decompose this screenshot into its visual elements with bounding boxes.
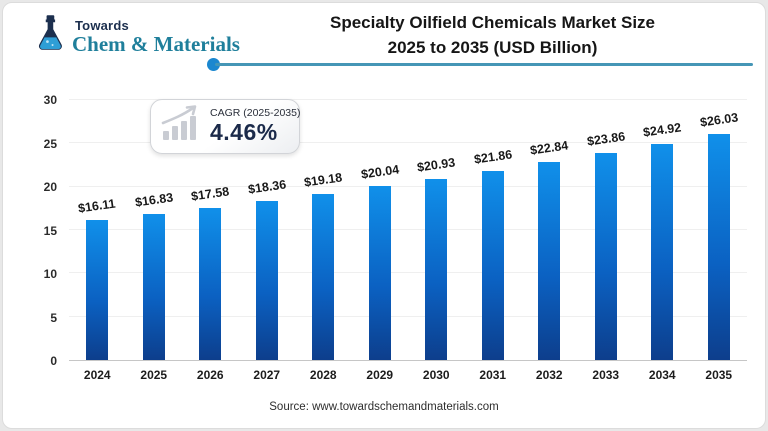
bar [368,186,391,360]
bar-column: $20.04 [352,100,409,360]
bar [651,144,674,360]
bar-column: $16.11 [69,100,126,360]
x-tick-label: 2034 [648,368,676,382]
plot-area: $16.11 $16.83 $17.58 $18.36 $19.18 $20.04 $20.… [69,99,748,361]
x-tick-label: 2027 [253,368,281,382]
bar [707,134,730,360]
x-tick-label: 2030 [422,368,450,382]
bar-value-label: $24.92 [642,120,683,140]
bar-column: $16.83 [126,100,183,360]
bar [594,153,617,360]
title-line-1: Specialty Oilfield Chemicals Market Size [329,13,656,32]
bar [481,170,504,360]
x-tick-label: 2033 [592,368,620,382]
y-tick-label: 15 [43,223,57,238]
bar-column: $20.93 [408,100,465,360]
bar-column: $21.86 [465,100,522,360]
gridline [69,185,747,187]
x-tick-label: 2029 [366,368,394,382]
bar-value-label: $16.11 [77,196,117,216]
bar [312,193,335,360]
x-axis-labels: 2024 2025 2026 2027 2028 2029 2030 2031 2032 2033… [69,361,747,382]
brand-wordmark: Towards Chem & Materials [72,18,240,55]
gridline [69,229,747,230]
bar [86,220,109,360]
bar [142,214,165,360]
cagr-value: 4.46% [210,119,278,145]
y-tick-label: 0 [50,354,57,368]
cagr-text-block: CAGR (2025-2035) 4.46% [210,107,300,146]
bar-value-label: $22.84 [529,138,570,158]
gridline [69,142,747,144]
y-tick-label: 20 [43,180,57,194]
bar-column: $18.36 [239,100,296,360]
x-tick-label: 2035 [705,368,733,382]
y-tick-label: 5 [50,310,57,325]
brand-logo: Towards Chem & Materials [33,14,240,59]
bar-value-label: $21.86 [472,146,513,167]
flask-logo-icon [33,14,67,59]
bar-value-label: $26.03 [698,110,739,131]
bar-column: $24.92 [634,100,691,360]
x-tick-label: 2028 [309,368,337,382]
divider-dot [207,58,220,71]
y-tick-label: 10 [43,267,57,281]
bar-value-label: $20.93 [416,155,457,175]
bar-column: $23.86 [578,100,635,360]
cagr-badge: CAGR (2025-2035) 4.46% [150,99,300,154]
page-title: Specialty Oilfield Chemicals Market Size… [238,11,747,60]
growth-chart-icon [159,105,203,148]
gridline [69,99,747,100]
bar-column: $26.03 [691,100,748,360]
bar [255,200,278,360]
source-text: Source: www.towardschemandmaterials.com [269,401,499,413]
bar-value-label: $18.36 [246,177,287,197]
x-tick-label: 2025 [140,368,168,382]
brand-name-text: Chem & Materials [72,31,240,56]
cagr-label: CAGR (2025-2035) [210,107,301,119]
x-tick-label: 2032 [535,368,563,382]
bar-column: $19.18 [295,100,352,360]
bar [199,207,222,360]
gridline [69,272,747,274]
x-tick-label: 2031 [479,368,507,382]
x-tick-label: 2026 [196,368,224,382]
brand-towards-text: Towards [75,17,129,33]
x-tick-label: 2024 [83,368,111,382]
header-divider-line [215,63,753,66]
bar-value-label: $16.83 [133,190,174,210]
bar-chart: $16.11 $16.83 $17.58 $18.36 $19.18 $20.04 $20.… [23,93,751,382]
title-line-2: 2025 to 2035 (USD Billion) [387,37,598,57]
gridline [69,315,747,317]
y-tick-label: 30 [43,93,57,107]
bar [425,178,448,360]
bar-value-label: $23.86 [585,129,626,149]
bar [538,162,561,360]
bar-value-label: $19.18 [303,170,344,190]
bar-value-label: $20.04 [359,162,400,182]
y-tick-label: 25 [43,136,57,151]
bar-column: $17.58 [182,100,239,360]
bar-value-label: $17.58 [190,184,231,204]
bar-column: $22.84 [521,100,578,360]
